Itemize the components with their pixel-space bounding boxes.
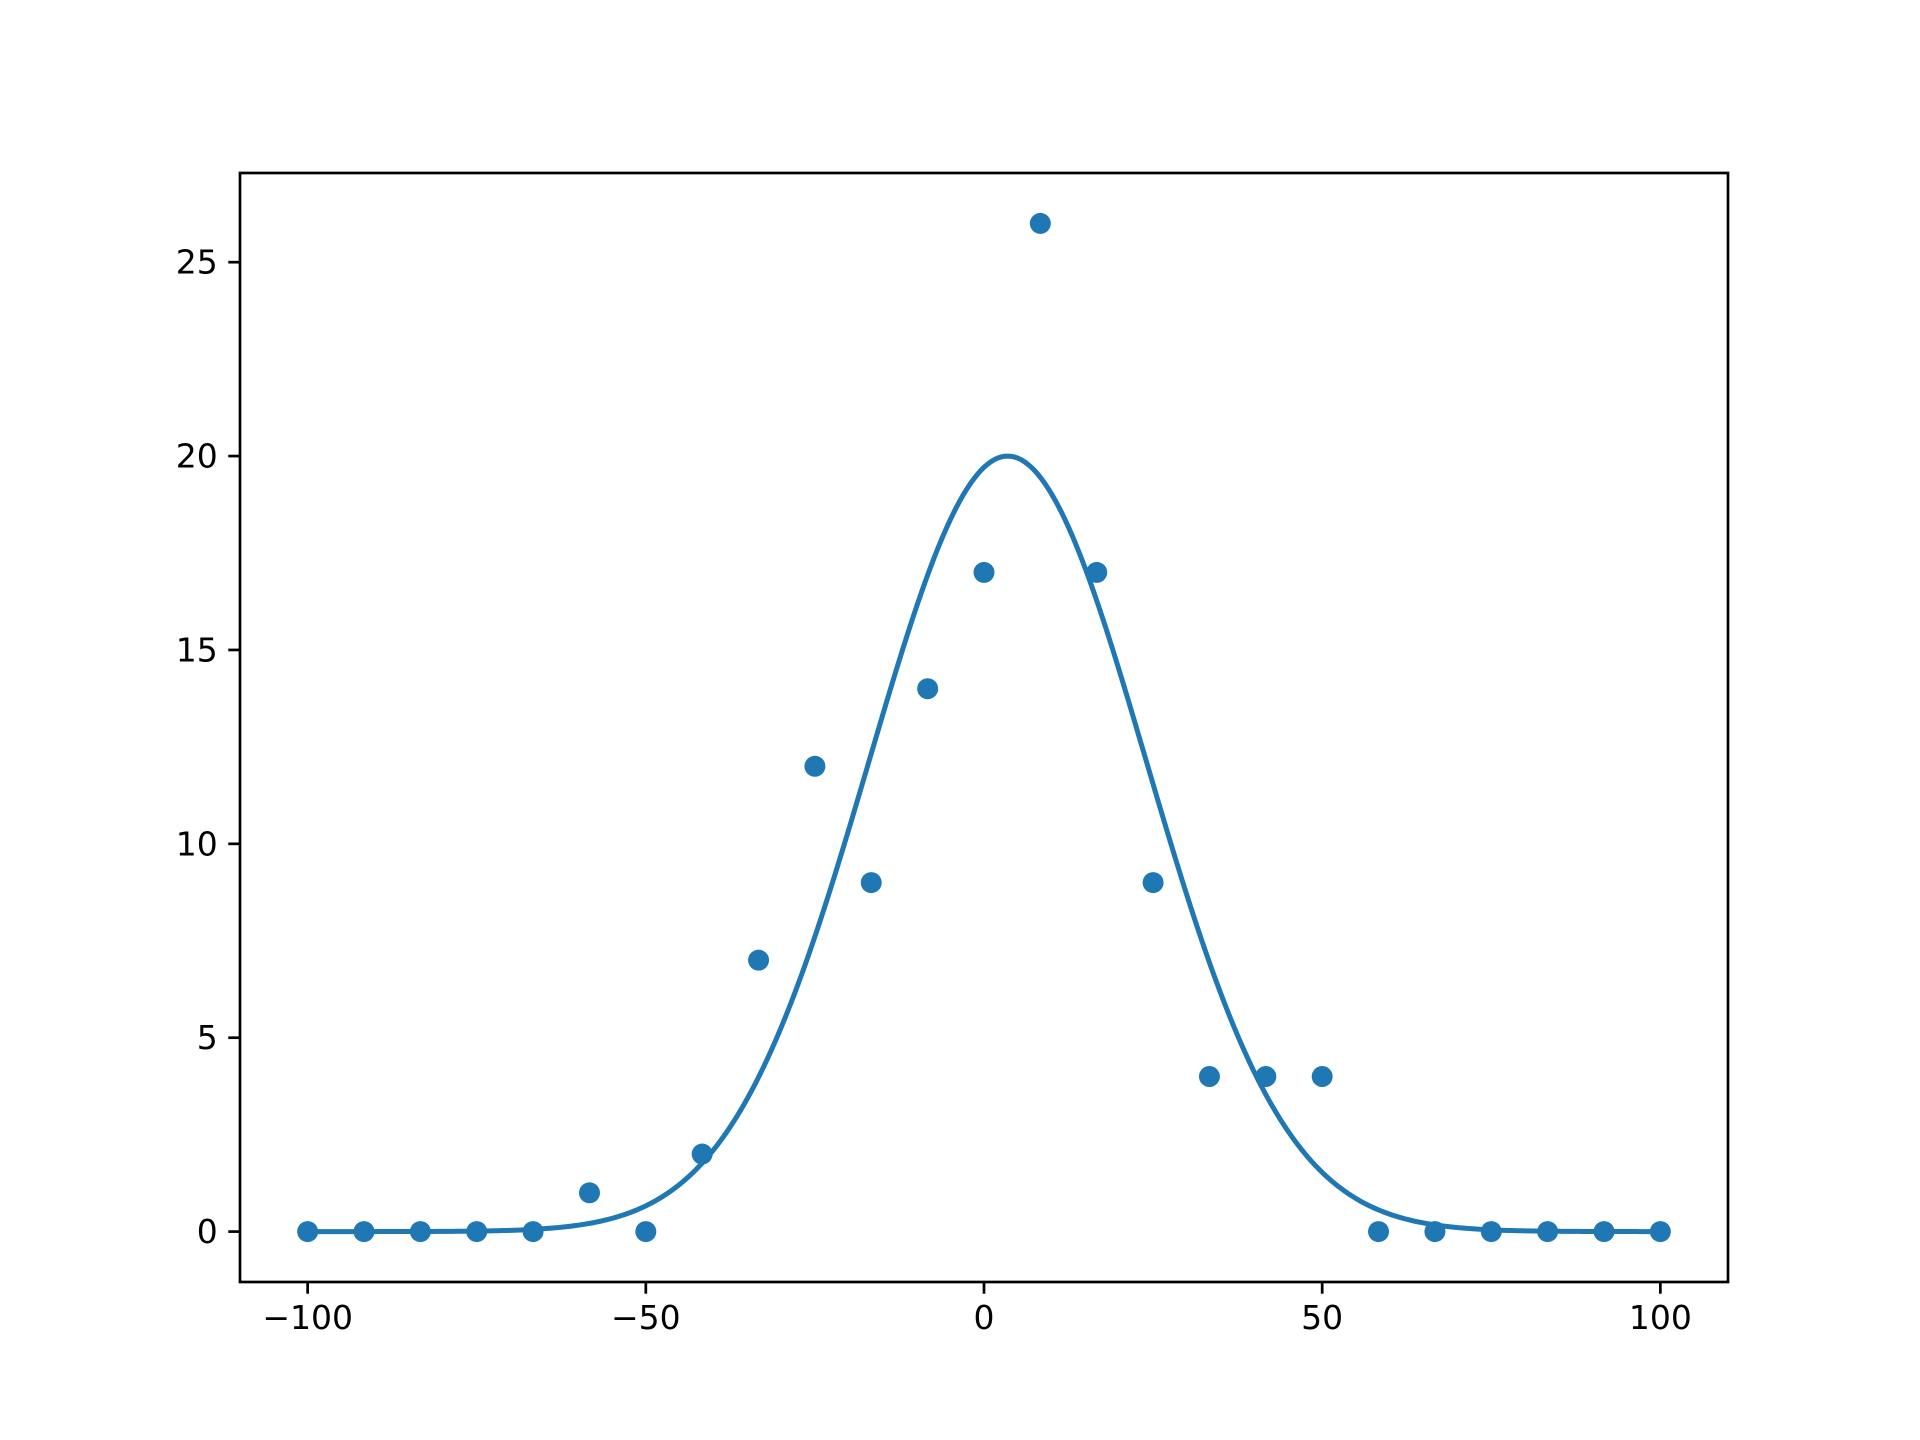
data-point (1593, 1221, 1615, 1243)
data-point (691, 1143, 713, 1165)
data-point (748, 949, 770, 971)
y-tick-label: 20 (176, 437, 218, 476)
data-point (1086, 561, 1108, 583)
data-point (297, 1221, 319, 1243)
data-point (1255, 1065, 1277, 1087)
y-tick-label: 0 (197, 1212, 218, 1251)
y-tick-label: 10 (176, 824, 218, 863)
x-tick-label: 50 (1301, 1298, 1343, 1337)
data-point (466, 1221, 488, 1243)
x-tick-label: −100 (262, 1298, 353, 1337)
data-point (1368, 1221, 1390, 1243)
data-point (522, 1221, 544, 1243)
data-point (1142, 872, 1164, 894)
x-tick-label: 100 (1629, 1298, 1692, 1337)
data-point (409, 1221, 431, 1243)
data-point (973, 561, 995, 583)
data-point (1480, 1221, 1502, 1243)
data-point (860, 872, 882, 894)
data-point (1311, 1065, 1333, 1087)
y-tick-label: 15 (176, 630, 218, 669)
data-point (1198, 1065, 1220, 1087)
data-point (804, 755, 826, 777)
data-point (1424, 1221, 1446, 1243)
data-point (1537, 1221, 1559, 1243)
y-tick-label: 25 (176, 243, 218, 282)
data-point (353, 1221, 375, 1243)
data-point (1029, 212, 1051, 234)
data-point (917, 678, 939, 700)
x-tick-label: 0 (974, 1298, 995, 1337)
x-tick-label: −50 (611, 1298, 681, 1337)
y-tick-label: 5 (197, 1018, 218, 1057)
plot-border (238, 171, 1730, 1284)
data-point (1649, 1221, 1671, 1243)
data-point (578, 1182, 600, 1204)
data-point (635, 1221, 657, 1243)
